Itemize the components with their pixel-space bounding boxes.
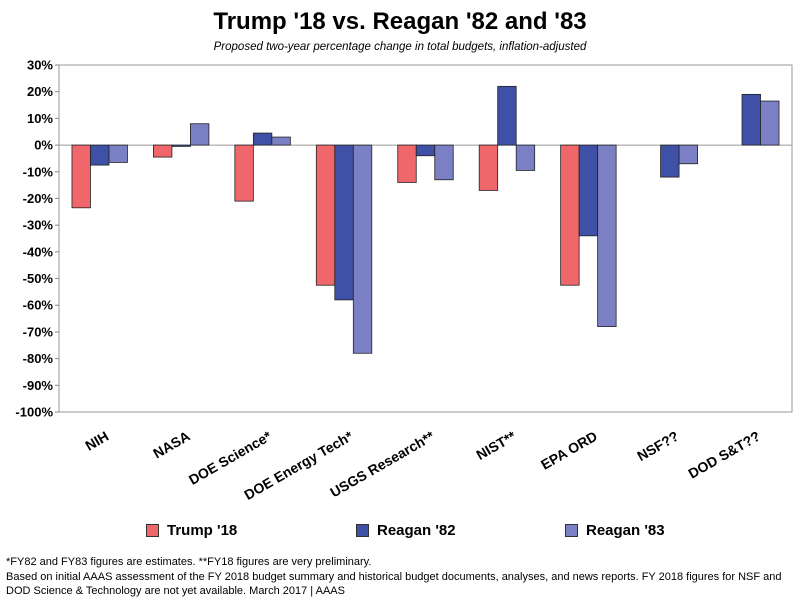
y-tick-label: 30% bbox=[27, 58, 53, 73]
bar-reagan-82-doe-science bbox=[252, 132, 273, 146]
legend-swatch-reagan-83 bbox=[565, 524, 578, 537]
chart-title: Trump '18 vs. Reagan '82 and '83 bbox=[213, 8, 587, 35]
y-tick-label: 0% bbox=[34, 138, 53, 153]
x-tick-label-nist: NIST** bbox=[473, 427, 519, 463]
y-tick-label: -90% bbox=[23, 378, 54, 393]
legend-label-reagan-83: Reagan '83 bbox=[586, 522, 665, 539]
bar-reagan-82-nsf bbox=[660, 144, 680, 178]
footnote-source: Based on initial AAAS assessment of the … bbox=[6, 571, 782, 583]
bar-reagan-83-doe-energy-tech bbox=[352, 144, 373, 354]
footnote-source-cont: DOD Science & Technology are not yet ava… bbox=[6, 585, 345, 597]
y-tick-label: -70% bbox=[23, 324, 54, 339]
y-tick-label: -40% bbox=[23, 244, 54, 259]
bar-reagan-82-dod-s-t bbox=[741, 93, 761, 146]
bar-reagan-82-usgs-research bbox=[415, 144, 436, 157]
bar-trump-18-nih bbox=[71, 144, 91, 209]
legend: Trump '18 Reagan '82 Reagan '83 bbox=[0, 522, 800, 546]
bar-reagan-83-doe-science bbox=[271, 136, 291, 146]
y-tick-label: -80% bbox=[23, 351, 54, 366]
bar-reagan-82-nih bbox=[90, 144, 110, 166]
bar-reagan-82-nasa bbox=[171, 144, 191, 147]
bar-reagan-83-nsf bbox=[678, 144, 698, 165]
bar-reagan-83-dod-s-t bbox=[760, 100, 780, 146]
bar-trump-18-nasa bbox=[153, 144, 173, 158]
bar-reagan-83-nist bbox=[515, 144, 536, 171]
y-tick-label: -20% bbox=[23, 191, 54, 206]
legend-item-reagan-82: Reagan '82 bbox=[356, 522, 456, 539]
y-tick-label: -60% bbox=[23, 298, 54, 313]
legend-label-trump-18: Trump '18 bbox=[167, 522, 238, 539]
bar-reagan-83-nasa bbox=[190, 123, 210, 146]
y-tick-label: -30% bbox=[23, 218, 54, 233]
chart-subtitle: Proposed two-year percentage change in t… bbox=[213, 41, 587, 53]
x-tick-label-dod-s-t: DOD S&T?? bbox=[685, 428, 762, 482]
bar-reagan-82-nist bbox=[497, 85, 517, 146]
x-tick-label-nih: NIH bbox=[82, 428, 111, 454]
y-tick-label: -10% bbox=[23, 164, 54, 179]
legend-swatch-reagan-82 bbox=[356, 524, 369, 537]
bar-reagan-83-epa-ord bbox=[597, 144, 617, 327]
plot-area bbox=[58, 64, 793, 413]
legend-item-trump-18: Trump '18 bbox=[146, 522, 237, 539]
y-tick-label: 10% bbox=[27, 111, 53, 126]
y-tick-label: 20% bbox=[27, 84, 53, 99]
bar-trump-18-doe-energy-tech bbox=[315, 144, 336, 286]
y-tick-label: -100% bbox=[15, 405, 53, 420]
bar-trump-18-usgs-research bbox=[397, 144, 417, 183]
bar-trump-18-nist bbox=[478, 144, 499, 191]
x-tick-label-nasa: NASA bbox=[150, 428, 192, 462]
bar-trump-18-doe-science bbox=[234, 144, 254, 202]
x-tick-label-nsf: NSF?? bbox=[634, 428, 681, 464]
bar-chart: 30% 20% 10% 0% -10% -20% -30% -40% -50% -60% -70% -… bbox=[15, 58, 793, 503]
bar-trump-18-epa-ord bbox=[560, 144, 580, 286]
footnote-estimates: *FY82 and FY83 figures are estimates. **… bbox=[6, 556, 372, 568]
bar-reagan-83-usgs-research bbox=[434, 144, 454, 181]
x-tick-label-epa-ord: EPA ORD bbox=[538, 428, 600, 473]
bar-reagan-82-doe-energy-tech bbox=[334, 144, 354, 301]
legend-item-reagan-83: Reagan '83 bbox=[565, 522, 665, 539]
y-tick-label: -50% bbox=[23, 271, 54, 286]
bar-reagan-83-nih bbox=[108, 144, 128, 163]
legend-label-reagan-82: Reagan '82 bbox=[377, 522, 456, 539]
bar-reagan-82-epa-ord bbox=[578, 144, 599, 237]
legend-swatch-trump-18 bbox=[146, 524, 159, 537]
